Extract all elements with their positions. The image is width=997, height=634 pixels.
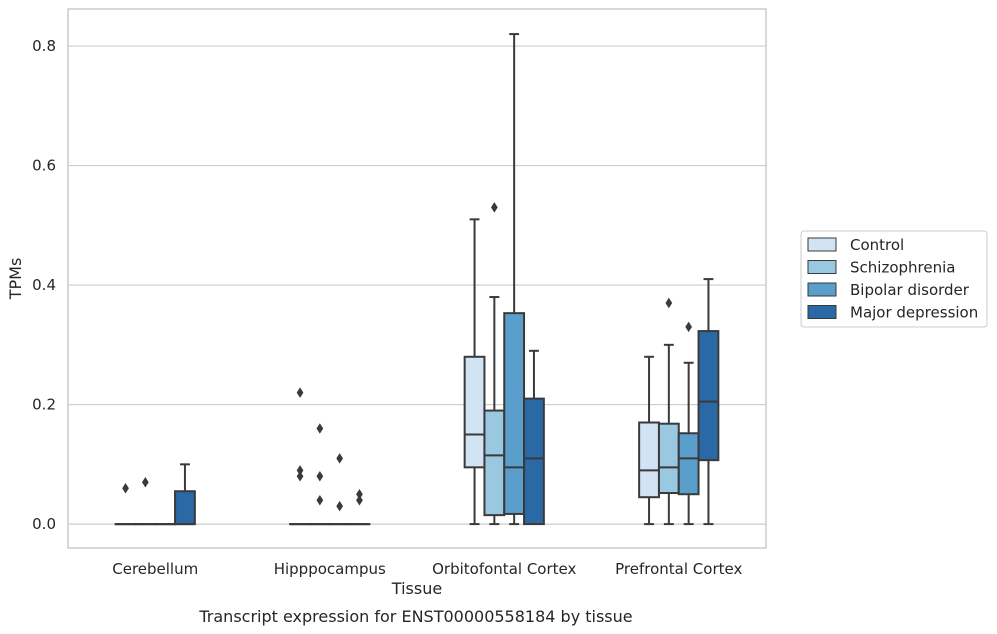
box-major-depression: [174, 463, 196, 526]
box-body: [174, 490, 196, 526]
outlier-point: [122, 482, 129, 494]
box-schizophrenia: [483, 202, 506, 526]
legend-label: Control: [850, 236, 904, 254]
box-body: [523, 397, 545, 526]
box-body: [657, 422, 680, 495]
box-body: [503, 312, 526, 515]
outlier-point: [296, 465, 304, 476]
y-tick-label: 0.0: [32, 515, 56, 533]
box-major-depression: [697, 278, 720, 526]
x-tick-label: Cerebellum: [112, 560, 198, 578]
box-major-depression: [523, 349, 545, 526]
x-axis-label: Tissue: [391, 579, 442, 598]
y-tick-label: 0.6: [32, 157, 56, 175]
legend-frame: [800, 230, 988, 328]
box-body: [638, 421, 660, 499]
legend-label: Bipolar disorder: [850, 281, 970, 299]
box-schizophrenia: [657, 297, 680, 526]
legend-label: Schizophrenia: [850, 259, 955, 277]
box-control: [638, 355, 660, 526]
outlier-point: [296, 387, 304, 398]
box-major-depression: [348, 488, 371, 526]
box-control: [289, 387, 311, 526]
x-tick-label: Orbitofontal Cortex: [432, 560, 576, 578]
legend: Control Schizophrenia Bipolar disorder Majo…: [800, 230, 988, 328]
legend-label: Major depression: [850, 304, 978, 322]
outlier-point: [490, 202, 498, 213]
box-bipolar-disorder: [328, 453, 351, 526]
box-schizophrenia: [134, 477, 157, 526]
outlier-point: [356, 488, 363, 500]
box-bipolar-disorder: [503, 33, 526, 526]
legend-item: Schizophrenia: [807, 259, 955, 277]
plot-frame: [67, 8, 767, 549]
outlier-point: [685, 321, 693, 333]
outlier-point: [665, 297, 673, 309]
outlier-point: [316, 494, 324, 506]
legend-item: Major depression: [807, 304, 978, 322]
outlier-point: [316, 471, 324, 482]
box-body: [463, 355, 486, 469]
box-control: [463, 218, 486, 526]
box-bipolar-disorder: [677, 321, 700, 526]
outlier-point: [141, 477, 149, 488]
legend-swatch: [807, 237, 837, 252]
x-tick-label: Prefrontal Cortex: [615, 560, 742, 578]
figure-caption: Transcript expression for ENST0000055818…: [198, 607, 632, 626]
outlier-point: [336, 453, 344, 464]
box-body: [677, 432, 700, 496]
outlier-point: [316, 423, 324, 434]
legend-swatch: [807, 282, 837, 297]
y-axis-label: TPMs: [6, 258, 25, 301]
y-tick-label: 0.4: [32, 276, 56, 294]
box-series: [114, 33, 720, 526]
y-tick-label: 0.2: [32, 396, 56, 414]
outlier-point: [356, 494, 363, 506]
legend-item: Control: [807, 236, 904, 254]
x-tick-label: Hipppocampus: [274, 560, 386, 578]
legend-swatch: [807, 305, 837, 319]
box-body: [483, 409, 506, 517]
box-schizophrenia: [308, 423, 331, 526]
y-tick-label: 0.8: [32, 37, 56, 55]
y-tick-labels: 0.0 0.2 0.4 0.6 0.8: [32, 37, 56, 533]
x-tick-labels: Cerebellum Hipppocampus Orbitofontal Corte…: [112, 560, 742, 578]
legend-swatch: [807, 260, 837, 274]
outlier-point: [296, 471, 304, 482]
outlier-point: [336, 500, 344, 512]
legend-item: Bipolar disorder: [807, 281, 970, 299]
box-body: [697, 330, 720, 462]
box-control: [114, 482, 137, 526]
